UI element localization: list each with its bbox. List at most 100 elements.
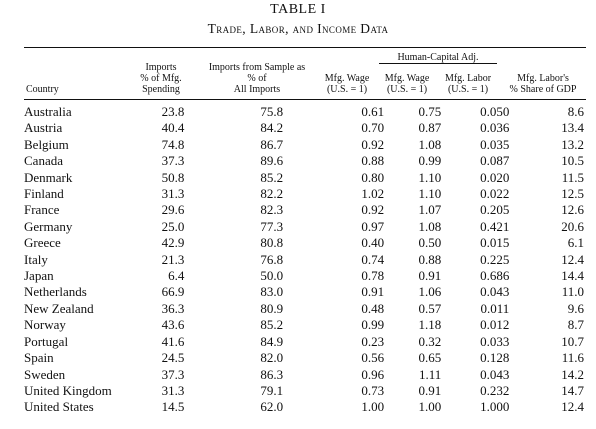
- cell-imports-sample: 82.0: [260, 350, 284, 366]
- cell-adj-wage: 1.08: [418, 136, 442, 152]
- cell-mfg-wage: 0.70: [361, 120, 385, 136]
- cell-adj-labor: 0.043: [480, 366, 510, 382]
- header-line: Mfg. Wage: [384, 73, 430, 84]
- cell-imports-pct: 6.4: [168, 268, 185, 284]
- header-imports-pct: Imports % of Mfg. Spending: [126, 62, 196, 95]
- cell-mfg-wage: 0.80: [361, 169, 385, 185]
- cell-country: United States: [24, 399, 94, 415]
- cell-adj-labor: 0.020: [480, 169, 510, 185]
- cell-country: Italy: [24, 251, 48, 267]
- cell-adj-labor: 0.015: [480, 235, 510, 251]
- cell-country: Canada: [24, 153, 63, 169]
- cell-country: Greece: [24, 235, 61, 251]
- table-row: New Zealand 36.3 80.9 0.48 0.57 0.011 9.6: [24, 301, 584, 317]
- cell-adj-labor: 0.036: [480, 120, 510, 136]
- cell-adj-wage: 0.91: [418, 382, 442, 398]
- table-row: Norway 43.6 85.2 0.99 1.18 0.012 8.7: [24, 317, 584, 333]
- cell-imports-sample: 80.8: [260, 235, 284, 251]
- cell-imports-pct: 14.5: [161, 399, 185, 415]
- cell-imports-pct: 24.5: [161, 350, 185, 366]
- cell-adj-wage: 1.00: [418, 399, 442, 415]
- cell-labor-share: 10.7: [561, 333, 584, 349]
- header-labor-share: Mfg. Labor's % Share of GDP: [500, 73, 586, 95]
- cell-mfg-wage: 0.92: [361, 136, 385, 152]
- header-rule: [24, 99, 586, 100]
- cell-imports-pct: 41.6: [161, 333, 185, 349]
- cell-mfg-wage: 0.96: [361, 366, 385, 382]
- table-row: Belgium 74.8 86.7 0.92 1.08 0.035 13.2: [24, 137, 584, 153]
- table-row: Italy 21.3 76.8 0.74 0.88 0.225 12.4: [24, 252, 584, 268]
- header-line: (U.S. = 1): [326, 84, 368, 95]
- cell-labor-share: 12.6: [561, 202, 584, 218]
- cell-adj-wage: 1.06: [418, 284, 442, 300]
- cell-imports-pct: 37.3: [161, 153, 185, 169]
- table-row: Australia 23.8 75.8 0.61 0.75 0.050 8.6: [24, 104, 584, 120]
- cell-imports-sample: 85.2: [260, 169, 284, 185]
- cell-imports-pct: 21.3: [161, 251, 185, 267]
- cell-imports-pct: 40.4: [161, 120, 185, 136]
- cell-imports-sample: 76.8: [260, 251, 284, 267]
- cell-imports-sample: 82.3: [260, 202, 284, 218]
- cell-imports-sample: 77.3: [260, 218, 284, 234]
- table-row: Japan 6.4 50.0 0.78 0.91 0.686 14.4: [24, 268, 584, 284]
- cell-labor-share: 10.5: [561, 153, 584, 169]
- cell-imports-sample: 86.3: [260, 366, 284, 382]
- cell-labor-share: 12.5: [561, 186, 584, 202]
- cell-adj-wage: 1.10: [418, 169, 442, 185]
- header-line: % of Mfg.: [140, 73, 182, 84]
- cell-adj-labor: 0.225: [480, 251, 510, 267]
- table-row: United States 14.5 62.0 1.00 1.00 1.000 12.4: [24, 399, 584, 415]
- cell-mfg-wage: 0.73: [361, 382, 385, 398]
- cell-country: Austria: [24, 120, 63, 136]
- cell-labor-share: 13.2: [561, 136, 584, 152]
- cell-adj-labor: 0.012: [480, 317, 510, 333]
- cell-mfg-wage: 1.00: [361, 399, 385, 415]
- cell-country: Australia: [24, 104, 72, 119]
- cell-country: Belgium: [24, 136, 69, 152]
- table-title: Trade, Labor, and Income Data: [207, 21, 389, 36]
- cell-country: Denmark: [24, 169, 73, 185]
- cell-adj-labor: 0.232: [480, 382, 510, 398]
- table-row: Canada 37.3 89.6 0.88 0.99 0.087 10.5: [24, 153, 584, 169]
- cell-imports-pct: 43.6: [161, 317, 185, 333]
- cell-imports-sample: 50.0: [260, 268, 284, 284]
- cell-adj-labor: 0.022: [480, 186, 510, 202]
- top-rule: [24, 47, 586, 48]
- cell-adj-wage: 0.50: [418, 235, 442, 251]
- cell-imports-pct: 31.3: [161, 382, 185, 398]
- cell-imports-sample: 86.7: [260, 136, 284, 152]
- table-row: Denmark 50.8 85.2 0.80 1.10 0.020 11.5: [24, 170, 584, 186]
- cell-imports-pct: 74.8: [161, 136, 185, 152]
- cell-mfg-wage: 0.78: [361, 268, 385, 284]
- cell-imports-pct: 23.8: [161, 104, 185, 119]
- table-row: France 29.6 82.3 0.92 1.07 0.205 12.6: [24, 202, 584, 218]
- cell-imports-sample: 79.1: [260, 382, 284, 398]
- cell-adj-wage: 1.10: [418, 186, 442, 202]
- cell-labor-share: 14.4: [561, 268, 584, 284]
- cell-country: Sweden: [24, 366, 66, 382]
- cell-adj-labor: 0.033: [480, 333, 510, 349]
- cell-labor-share: 6.1: [567, 235, 584, 251]
- cell-labor-share: 12.4: [561, 399, 584, 415]
- cell-adj-labor: 0.043: [480, 284, 510, 300]
- cell-mfg-wage: 0.99: [361, 317, 385, 333]
- cell-imports-pct: 25.0: [161, 218, 185, 234]
- cell-mfg-wage: 0.56: [361, 350, 385, 366]
- header-line: % Share of GDP: [509, 84, 577, 95]
- header-line: (U.S. = 1): [447, 84, 489, 95]
- cell-imports-pct: 36.3: [161, 300, 185, 316]
- table-row: Germany 25.0 77.3 0.97 1.08 0.421 20.6: [24, 219, 584, 235]
- cell-adj-wage: 1.07: [418, 202, 442, 218]
- table-row: Sweden 37.3 86.3 0.96 1.11 0.043 14.2: [24, 367, 584, 383]
- cell-labor-share: 8.6: [567, 104, 584, 119]
- cell-adj-labor: 0.011: [480, 300, 510, 316]
- cell-imports-pct: 50.8: [161, 169, 185, 185]
- cell-labor-share: 11.6: [561, 350, 584, 366]
- cell-mfg-wage: 0.91: [361, 284, 385, 300]
- header-adj-wage: Mfg. Wage (U.S. = 1): [378, 73, 436, 95]
- cell-imports-sample: 75.8: [260, 104, 284, 119]
- cell-mfg-wage: 0.88: [361, 153, 385, 169]
- cell-mfg-wage: 0.97: [361, 218, 385, 234]
- cell-imports-sample: 62.0: [260, 399, 284, 415]
